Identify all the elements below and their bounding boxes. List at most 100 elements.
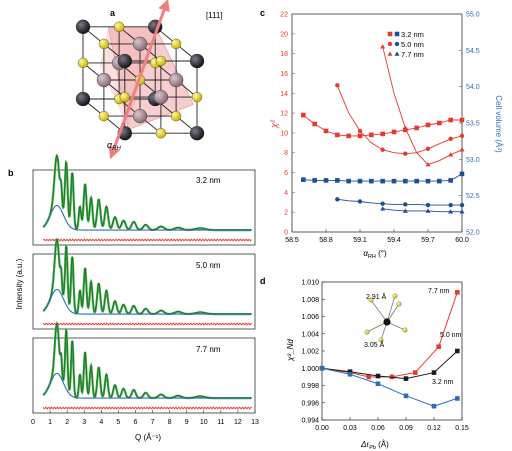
difference-curve-1	[43, 238, 252, 242]
c-point	[403, 151, 408, 156]
d-ytick-label: 1.008	[301, 297, 319, 304]
cation-atom	[75, 19, 91, 34]
c-series-line-6	[382, 208, 462, 213]
c-point	[459, 171, 465, 177]
c-point	[425, 208, 431, 213]
difference-curve-2	[42, 322, 252, 327]
d-point	[431, 370, 437, 375]
d-series-line-2	[321, 350, 458, 380]
b-xtick-label: 10	[200, 419, 208, 426]
c-point	[323, 128, 329, 134]
cation-atom	[168, 72, 184, 88]
c-point	[380, 147, 385, 152]
inset-label-305: 3.05 Å	[364, 340, 385, 349]
c-point	[369, 178, 374, 184]
c-ylabel-left: χ²	[269, 119, 279, 129]
b-ylabel: Intensity (a.u.)	[15, 258, 24, 309]
c-legend-label-2: 5.0 nm	[401, 40, 424, 49]
c-point	[369, 132, 374, 138]
c-legend-marker-red	[387, 31, 393, 37]
c-ytick-right-label: 55.0	[466, 12, 480, 19]
c-point	[380, 44, 386, 49]
c-point	[323, 178, 329, 183]
c-ytick-right-label: 54.5	[466, 48, 480, 55]
d-point	[366, 374, 371, 380]
c-series-line-2	[336, 85, 463, 155]
b-xtick-label: 12	[234, 419, 242, 426]
b-subpanel-label-2: 5.0 nm	[196, 261, 221, 270]
c-ytick-left-label: 14	[280, 91, 288, 98]
c-xtick-label: 59.4	[387, 237, 401, 244]
anion-atom	[98, 110, 110, 122]
c-point	[437, 178, 442, 184]
d-plot-frame	[321, 281, 463, 421]
c-point	[414, 125, 419, 131]
d-ytick-label: 1.006	[301, 314, 319, 321]
b-xtick-label: 13	[251, 419, 259, 426]
b-xtick-label: 1	[48, 419, 52, 426]
b-subpanel-label-1: 3.2 nm	[196, 176, 221, 185]
b-xlabel: Q (Å⁻¹)	[135, 433, 161, 442]
diffraction-box-1	[32, 169, 256, 246]
c-point	[459, 117, 465, 123]
c-point	[357, 199, 363, 204]
c-legend-marker-blue	[394, 51, 400, 56]
anion-atom	[98, 38, 110, 50]
panel-label-b: b	[8, 168, 14, 178]
b-xtick-label: 0	[31, 419, 35, 426]
c-point	[459, 202, 465, 208]
b-xtick-label: 3	[82, 419, 86, 426]
anion-atom	[113, 21, 125, 32]
c-legend-marker-blue	[394, 31, 400, 37]
c-point	[380, 206, 386, 211]
anion-atom	[155, 55, 167, 67]
panel-label-d: d	[260, 276, 266, 286]
c-legend-marker-red	[387, 41, 393, 47]
c-point	[391, 178, 397, 184]
inset-label-291: 2.91 Å	[366, 292, 387, 301]
d-xtick-label: 0.00	[315, 425, 329, 432]
cation-atom	[153, 89, 169, 105]
d-ytick-label: 0.996	[301, 400, 319, 407]
c-xtick-label: 60.0	[455, 237, 469, 244]
d-xlabel: ΔrPb (Å)	[360, 440, 389, 451]
d-series-label-77: 7.7 nm	[428, 288, 450, 295]
c-point	[448, 117, 453, 123]
d-xtick-label: 0.15	[455, 425, 469, 432]
b-subpanel-label-3: 7.7 nm	[196, 345, 221, 354]
c-xtick-label: 58.8	[319, 237, 333, 244]
c-plot-frame	[291, 13, 463, 233]
c-point	[425, 146, 431, 151]
d-point	[455, 348, 460, 354]
axis-111-arrow	[108, 0, 170, 160]
difference-curve-3	[42, 406, 252, 410]
d-point	[375, 381, 381, 387]
d-point	[455, 290, 460, 295]
c-legend-marker-red	[387, 51, 393, 56]
b-xtick-label: 11	[217, 419, 224, 426]
c-point	[312, 121, 317, 127]
c-ytick-left-label: 6	[284, 170, 288, 177]
d-xtick-label: 0.03	[343, 425, 357, 432]
c-ytick-right-label: 52.5	[466, 193, 480, 200]
anion-atom	[119, 91, 130, 103]
d-ytick-label: 0.994	[301, 418, 319, 425]
observed-pattern-1	[42, 153, 252, 232]
distortion-chart: 0.00 0.03 0.06 0.09 0.12 0.15 0.994 0.996 0.998 1…	[301, 280, 468, 433]
d-point	[347, 371, 353, 377]
d-series-label-32: 3.2 nm	[432, 379, 454, 386]
b-xtick-label: 9	[185, 419, 189, 426]
c-ytick-right-label: 53.5	[466, 121, 480, 128]
d-ytick-label: 1.000	[301, 366, 319, 373]
d-point	[431, 403, 437, 409]
c-point	[403, 202, 408, 207]
b-xtick-label: 7	[151, 419, 155, 426]
anion-atom	[155, 128, 167, 139]
c-point	[301, 177, 306, 182]
d-point	[455, 396, 460, 401]
alpha-rh-label: αRH	[107, 140, 121, 152]
d-ytick-label: 1.004	[301, 331, 319, 338]
b-xtick-label: 5	[116, 419, 120, 426]
c-point	[448, 202, 453, 208]
c-point	[403, 178, 408, 184]
